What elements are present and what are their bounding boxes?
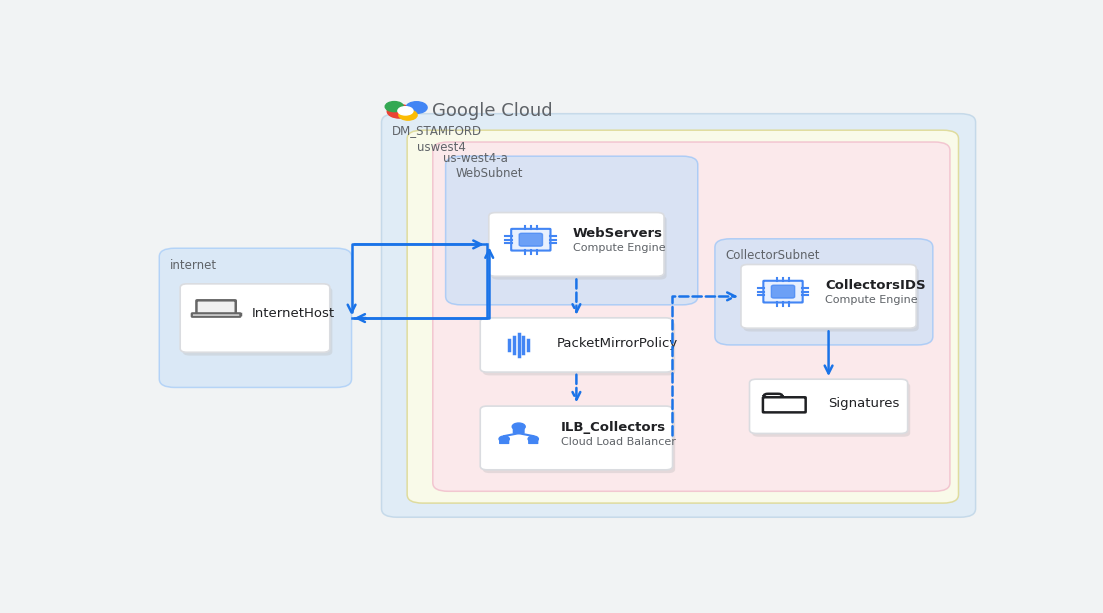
Circle shape	[512, 423, 525, 430]
Text: us-west4-a: us-west4-a	[443, 153, 507, 166]
FancyBboxPatch shape	[715, 238, 933, 345]
Text: Compute Engine: Compute Engine	[572, 243, 665, 253]
Circle shape	[406, 102, 427, 113]
FancyBboxPatch shape	[382, 113, 976, 517]
Text: Signatures: Signatures	[828, 397, 900, 411]
FancyBboxPatch shape	[483, 321, 675, 375]
FancyBboxPatch shape	[192, 313, 240, 317]
FancyBboxPatch shape	[480, 406, 673, 470]
Text: Cloud Load Balancer: Cloud Load Balancer	[561, 436, 676, 447]
FancyBboxPatch shape	[743, 268, 919, 332]
FancyBboxPatch shape	[480, 318, 673, 372]
Circle shape	[398, 107, 413, 115]
FancyBboxPatch shape	[407, 130, 959, 503]
FancyBboxPatch shape	[183, 287, 332, 356]
FancyBboxPatch shape	[159, 248, 352, 387]
Text: InternetHost: InternetHost	[251, 307, 335, 320]
FancyBboxPatch shape	[520, 234, 543, 246]
FancyBboxPatch shape	[432, 142, 950, 491]
FancyBboxPatch shape	[513, 428, 525, 434]
FancyBboxPatch shape	[446, 156, 698, 305]
FancyBboxPatch shape	[491, 216, 666, 280]
FancyBboxPatch shape	[752, 383, 910, 437]
FancyBboxPatch shape	[750, 379, 908, 433]
FancyBboxPatch shape	[763, 394, 782, 398]
FancyBboxPatch shape	[763, 281, 803, 302]
Text: CollectorsIDS: CollectorsIDS	[825, 278, 925, 292]
FancyBboxPatch shape	[196, 300, 236, 314]
FancyBboxPatch shape	[528, 439, 538, 444]
Text: DM_STAMFORD: DM_STAMFORD	[392, 124, 482, 137]
FancyBboxPatch shape	[499, 439, 510, 444]
Text: Google Cloud: Google Cloud	[432, 102, 553, 120]
Circle shape	[528, 436, 538, 442]
Text: ILB_Collectors: ILB_Collectors	[561, 421, 666, 434]
FancyBboxPatch shape	[489, 213, 664, 276]
FancyBboxPatch shape	[180, 284, 330, 352]
Text: internet: internet	[170, 259, 216, 272]
Text: WebServers: WebServers	[572, 227, 663, 240]
Circle shape	[399, 110, 417, 120]
Text: CollectorSubnet: CollectorSubnet	[725, 249, 820, 262]
FancyBboxPatch shape	[741, 264, 917, 328]
FancyBboxPatch shape	[763, 397, 805, 413]
FancyBboxPatch shape	[483, 409, 675, 473]
Text: PacketMirrorPolicy: PacketMirrorPolicy	[557, 337, 678, 349]
Circle shape	[499, 436, 510, 442]
Circle shape	[387, 105, 411, 118]
FancyBboxPatch shape	[511, 229, 550, 251]
FancyBboxPatch shape	[771, 285, 794, 298]
Text: Compute Engine: Compute Engine	[825, 295, 918, 305]
Text: uswest4: uswest4	[417, 140, 467, 154]
Text: WebSubnet: WebSubnet	[456, 167, 523, 180]
Circle shape	[385, 102, 404, 112]
